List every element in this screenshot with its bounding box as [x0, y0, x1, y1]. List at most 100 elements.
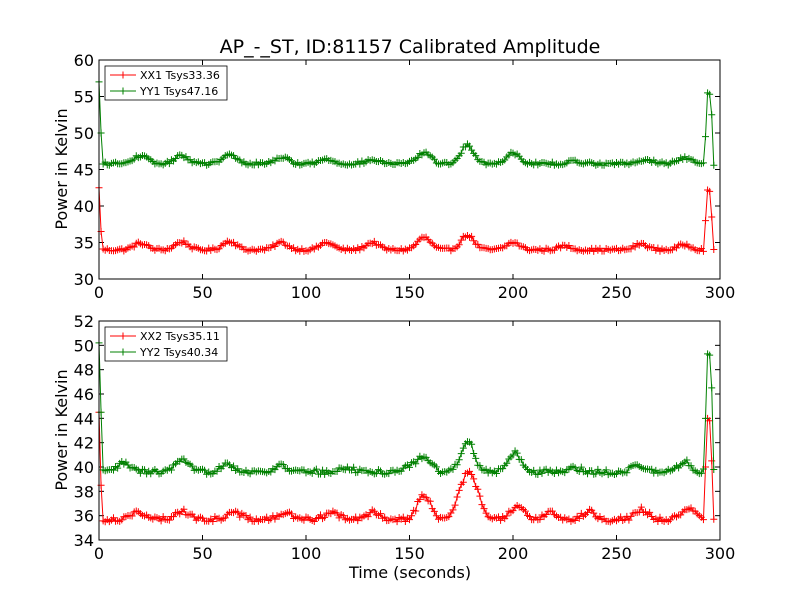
- top-series-markers-1: [95, 78, 718, 169]
- bottom-series-1-point: [230, 462, 238, 470]
- bottom-x-tick-label: 200: [498, 544, 529, 563]
- top-y-ticks: 30 35 40 45 50 55 60: [74, 51, 720, 289]
- bottom-series-0-point: [246, 513, 254, 521]
- top-series-1-point: [699, 159, 707, 167]
- bottom-series-1-point: [114, 464, 122, 472]
- bottom-series-1-point: [476, 462, 484, 470]
- bottom-series-1-point: [201, 466, 209, 474]
- bottom-y-tick-label: 36: [74, 507, 94, 526]
- bottom-series-0-point: [706, 417, 714, 425]
- top-series-0-point: [708, 213, 716, 221]
- bottom-series-0-point: [480, 505, 488, 513]
- bottom-x-tick-label: 0: [94, 544, 104, 563]
- bottom-series-0-point: [654, 517, 662, 525]
- bottom-series-0-point: [234, 508, 242, 516]
- bottom-series-1-point: [687, 462, 695, 470]
- bottom-series-markers-0: [95, 408, 718, 526]
- bottom-series-1-point: [517, 456, 525, 464]
- bottom-series-0-point: [699, 516, 707, 524]
- bottom-series-1-point: [697, 469, 705, 477]
- bottom-series-0-point: [476, 492, 484, 500]
- bottom-series-0-point: [453, 493, 461, 501]
- bottom-y-tick-label: 48: [74, 361, 94, 380]
- bottom-series-0-point: [288, 510, 296, 518]
- bottom-legend: XX2 Tsys35.11 YY2 Tsys40.34: [104, 326, 228, 362]
- bottom-series-1-point: [372, 469, 380, 477]
- bottom-series-1-point: [457, 450, 465, 458]
- chart-title: AP_-_ST, ID:81157 Calibrated Amplitude: [220, 36, 601, 58]
- bottom-legend-label-xx2: XX2 Tsys35.11: [140, 330, 220, 343]
- bottom-series-0-point: [590, 509, 598, 517]
- bottom-series-0-point: [575, 514, 583, 522]
- bottom-series-0-point: [271, 515, 279, 523]
- bottom-series-0-point: [536, 515, 544, 523]
- top-series-0-point: [468, 232, 476, 240]
- bottom-plot-panel: 0 50 100 150 200 250 300 34363840424446485052 …: [52, 312, 735, 582]
- bottom-series-0-point: [393, 518, 401, 526]
- bottom-series-1-point: [708, 384, 716, 392]
- bottom-series-0-point: [432, 512, 440, 520]
- top-series-markers-0: [95, 184, 718, 255]
- top-legend-label-yy1: YY1 Tsys47.16: [139, 85, 218, 98]
- top-series-1-point: [706, 90, 714, 98]
- bottom-series-1-point: [513, 449, 521, 457]
- bottom-y-tick-label: 50: [74, 336, 94, 355]
- bottom-series-1-point: [538, 469, 546, 477]
- top-series-1-point: [466, 142, 474, 150]
- bottom-series-1-point: [188, 462, 196, 470]
- top-legend: XX1 Tsys33.36 YY1 Tsys47.16: [104, 65, 228, 101]
- bottom-series-1-point: [449, 465, 457, 473]
- bottom-series-0-point: [406, 516, 413, 524]
- top-x-ticks: 0 50 100 150 200 250 300: [94, 60, 735, 302]
- top-series-layer: [95, 78, 718, 255]
- bottom-series-0-point: [180, 505, 188, 513]
- bottom-series-1-point: [509, 451, 517, 459]
- bottom-series-0-point: [470, 475, 478, 483]
- top-x-tick-label: 0: [94, 283, 104, 302]
- bottom-series-0-point: [459, 478, 467, 486]
- bottom-series-1-point: [702, 414, 710, 422]
- bottom-series-1-point: [588, 467, 596, 475]
- bottom-series-1-point: [109, 466, 117, 474]
- top-y-tick-label: 40: [74, 197, 94, 216]
- bottom-series-0-point: [422, 493, 430, 501]
- bottom-series-1-point: [213, 467, 221, 475]
- bottom-series-1-point: [683, 456, 691, 464]
- top-series-1-point: [708, 111, 716, 119]
- top-series-1-point: [414, 153, 422, 161]
- bottom-legend-box: [104, 326, 228, 362]
- bottom-series-1-point: [468, 440, 476, 448]
- top-x-tick-label: 200: [498, 283, 529, 302]
- bottom-series-0-point: [416, 495, 424, 503]
- bottom-series-0-point: [165, 516, 173, 524]
- top-series-1-point: [165, 160, 173, 168]
- bottom-x-tick-label: 300: [705, 544, 736, 563]
- bottom-series-0-point: [635, 508, 643, 516]
- bottom-series-1-point: [710, 466, 718, 474]
- bottom-series-1-point: [279, 460, 287, 468]
- bottom-series-0-point: [521, 507, 529, 515]
- bottom-series-1-point: [530, 466, 538, 474]
- bottom-series-0-point: [408, 512, 416, 520]
- top-x-tick-label: 300: [705, 283, 736, 302]
- bottom-series-0-point: [370, 507, 378, 515]
- bottom-series-0-point: [221, 514, 229, 522]
- bottom-series-0-point: [625, 516, 633, 524]
- bottom-legend-label-yy2: YY2 Tsys40.34: [139, 346, 218, 359]
- top-series-0-point: [470, 237, 478, 245]
- bottom-series-0-point: [333, 509, 341, 517]
- bottom-series-1-point: [648, 465, 656, 473]
- top-series-0-point: [370, 237, 378, 245]
- bottom-series-1-point: [623, 469, 631, 477]
- bottom-series-layer: [95, 339, 718, 526]
- bottom-series-0-point: [209, 518, 217, 526]
- bottom-series-1-point: [592, 470, 600, 478]
- bottom-series-1-point: [492, 469, 500, 477]
- bottom-series-0-point: [157, 517, 165, 525]
- bottom-series-1-point: [333, 468, 341, 476]
- bottom-x-axis-label: Time (seconds): [348, 563, 471, 582]
- bottom-series-1-point: [470, 449, 478, 457]
- bottom-series-0-point: [430, 507, 438, 515]
- bottom-series-0-point: [617, 513, 625, 521]
